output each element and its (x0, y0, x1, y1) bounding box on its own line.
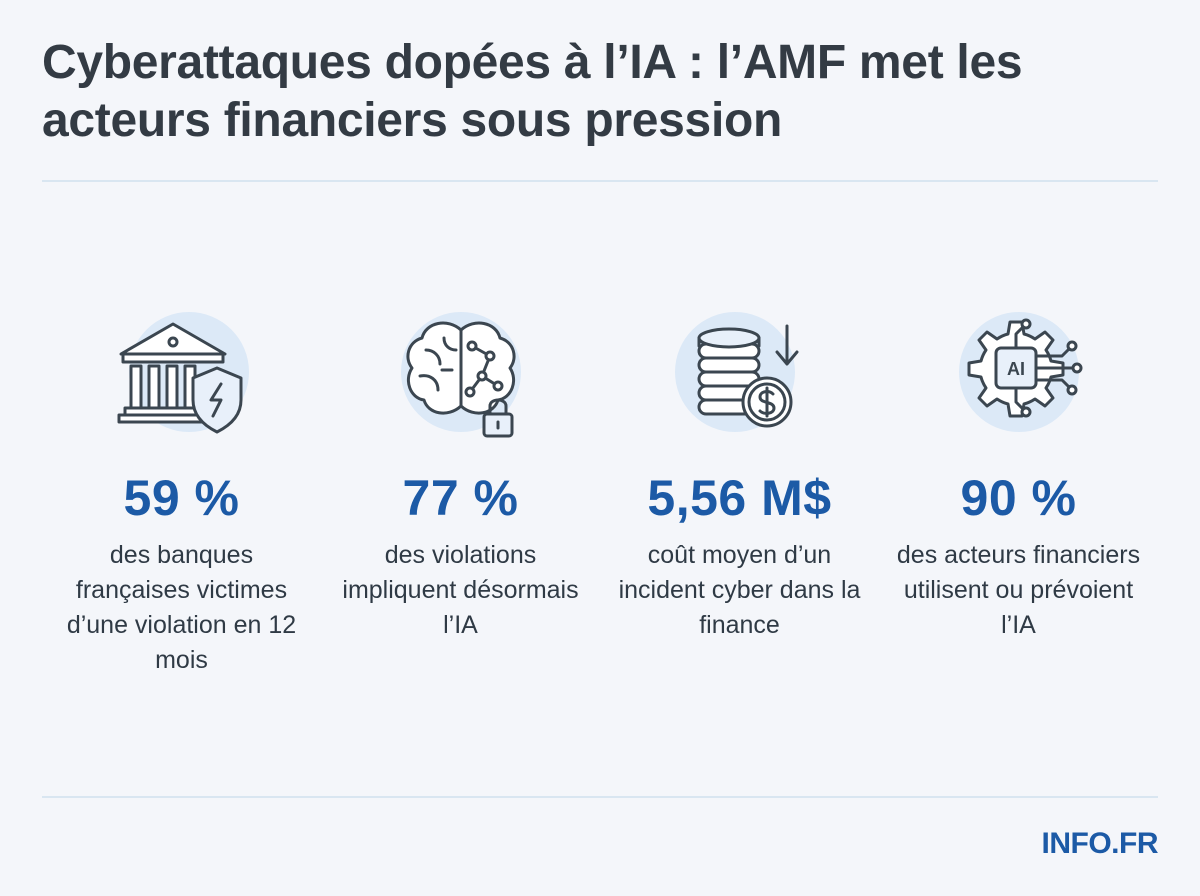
stat-card: 77 % des violations impliquent désormais… (321, 300, 600, 643)
brand-logo: INFO.FR (1041, 827, 1159, 860)
stat-value: 5,56 M$ (647, 470, 832, 526)
stat-description: coût moyen d’un incident cyber dans la f… (618, 541, 861, 639)
bank-shield-icon (117, 312, 249, 434)
stats-row: 59 % des banques françaises victimes d’u… (42, 300, 1158, 720)
coins-dollar-icon (674, 312, 798, 432)
bottom-divider (42, 796, 1158, 798)
ai-gear-icon: AI (958, 312, 1082, 432)
stat-value: 59 % (123, 470, 240, 526)
brain-lock-icon (400, 312, 521, 438)
stat-card: 5,56 M$ coût moyen d’un incident cyber d… (600, 300, 879, 643)
chip-label: AI (1007, 359, 1025, 379)
stat-description: des banques françaises victimes d’une vi… (66, 541, 297, 674)
page-title: Cyberattaques dopées à l’IA : l’AMF met … (42, 36, 1023, 147)
stat-description: des violations impliquent désormais l’IA (342, 541, 579, 639)
stat-value: 77 % (402, 470, 519, 526)
stat-description: des acteurs financiers utilisent ou prév… (896, 541, 1141, 639)
top-divider (42, 180, 1158, 182)
stat-card: 59 % des banques françaises victimes d’u… (42, 300, 321, 678)
stat-value: 90 % (960, 470, 1077, 526)
stat-card: AI 90 % des acteurs financiers utilisent… (879, 300, 1158, 643)
